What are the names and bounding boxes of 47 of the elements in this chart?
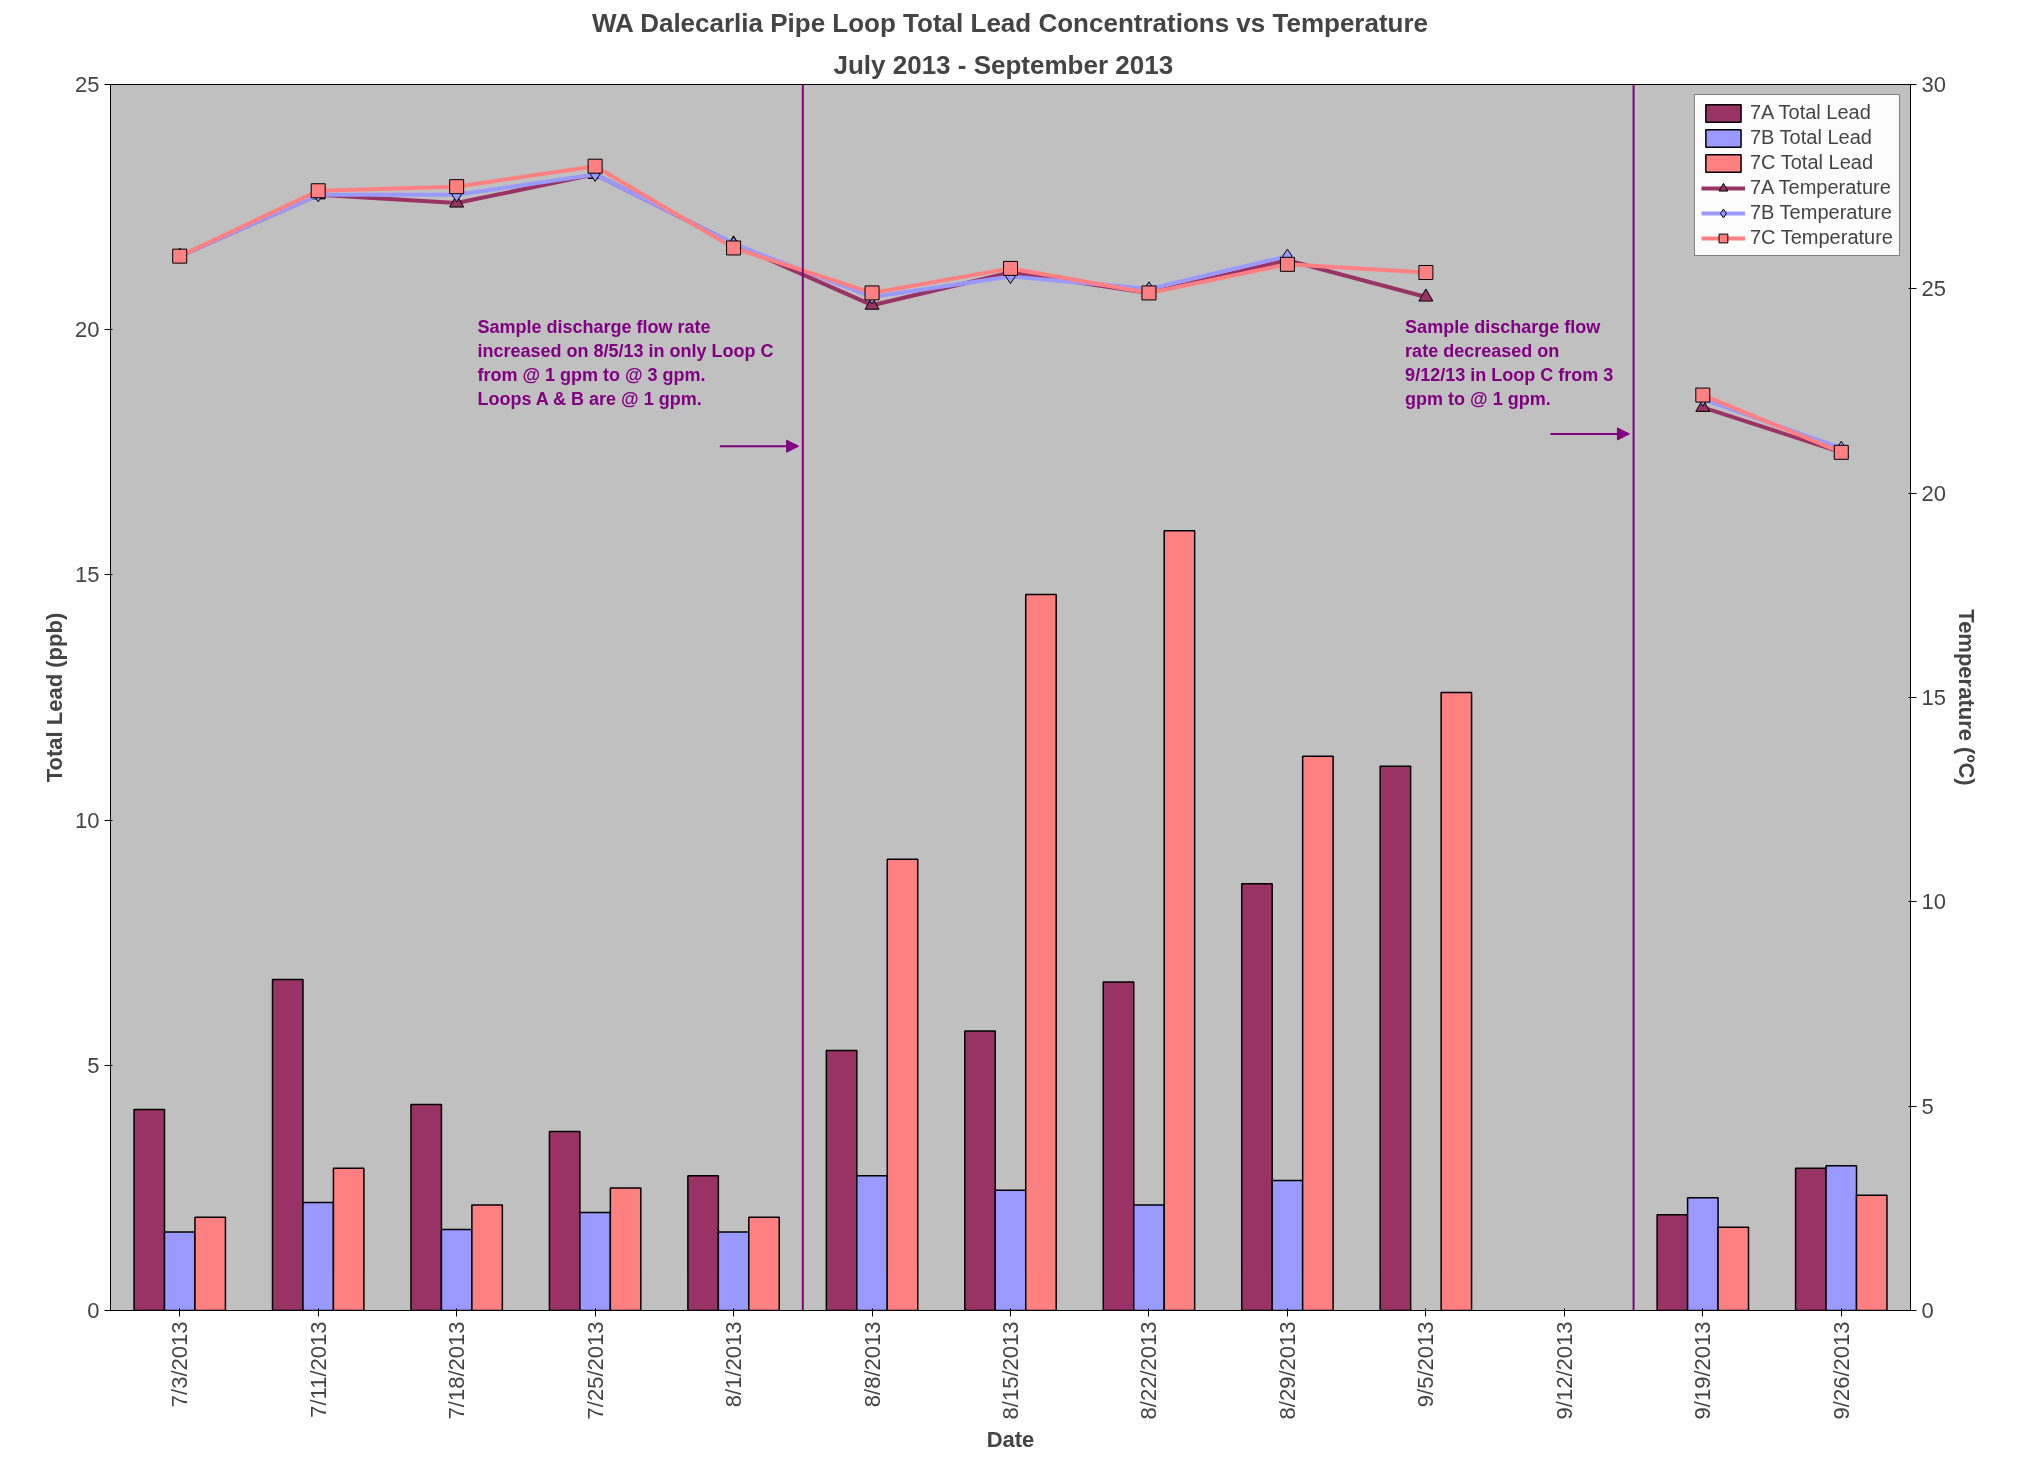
x-tick-label: 9/5/2013 — [1413, 1321, 1439, 1408]
x-tick-label: 7/18/2013 — [444, 1321, 470, 1420]
legend-label: 7B Temperature — [1749, 201, 1892, 224]
legend-label: 7C Total Lead — [1749, 151, 1874, 174]
y2-tick-label: 25 — [1921, 276, 1946, 302]
y2-tick-label: 30 — [1921, 72, 1946, 97]
annotation: Sample discharge flow rate increased on 8/5/13 in only Loop C from @ 1 gpm to @ 3 gpm. Loops A & B are @ 1 gpm. — [477, 317, 774, 410]
y2-tick-label: 0 — [1921, 1298, 1934, 1323]
y2-axis-title: Temperature (ºC) — [1953, 609, 1979, 786]
point — [587, 158, 603, 174]
point — [864, 285, 880, 301]
x-tick-label: 9/12/2013 — [1551, 1321, 1577, 1420]
y2-tick-label: 10 — [1921, 889, 1946, 915]
x-tick-label: 7/25/2013 — [582, 1321, 608, 1420]
x-tick-label: 8/15/2013 — [998, 1321, 1023, 1420]
y2-tick-label: 15 — [1921, 685, 1946, 710]
y2-tick-label: 5 — [1921, 1093, 1934, 1119]
legend-label: 7A Total Lead — [1749, 101, 1871, 124]
legend-label: 7A Temperature — [1749, 176, 1891, 199]
chart-title: WA Dalecarlia Pipe Loop Total Lead Concentrations vs Temperature — [592, 7, 1429, 38]
point — [1418, 264, 1434, 280]
point — [449, 179, 465, 195]
point — [1695, 387, 1711, 403]
x-axis-title: Date — [986, 1427, 1035, 1453]
y-axis-title: Total Lead (ppb) — [42, 612, 68, 783]
y-tick-label: 20 — [75, 317, 100, 343]
x-tick-label: 7/11/2013 — [305, 1321, 331, 1418]
y2-tick-label: 20 — [1921, 480, 1946, 506]
legend-label: 7B Total Lead — [1749, 126, 1872, 149]
x-tick-label: 8/29/2013 — [1274, 1321, 1300, 1420]
x-tick-label: 7/3/2013 — [167, 1321, 193, 1408]
y-tick-label: 25 — [75, 72, 100, 97]
x-tick-label: 8/1/2013 — [721, 1321, 747, 1408]
x-tick-label: 9/26/2013 — [1828, 1321, 1854, 1420]
x-tick-label: 8/22/2013 — [1136, 1321, 1162, 1420]
y-tick-label: 10 — [75, 807, 100, 833]
y-tick-label: 15 — [75, 562, 100, 588]
y-tick-label: 5 — [87, 1052, 100, 1078]
annotation: Sample discharge flow rate decreased on 9/12/13 in Loop C from 3 gpm to @ 1 gpm. — [1405, 317, 1614, 410]
legend-label: 7C Temperature — [1749, 226, 1893, 249]
point — [1279, 256, 1295, 272]
x-tick-label: 9/19/2013 — [1690, 1321, 1716, 1420]
x-tick-label: 8/8/2013 — [859, 1321, 885, 1408]
chart-subtitle: July 2013 - September 2013 — [833, 49, 1174, 80]
point — [1418, 288, 1434, 302]
point — [726, 240, 742, 256]
y-tick-label: 0 — [87, 1298, 100, 1323]
